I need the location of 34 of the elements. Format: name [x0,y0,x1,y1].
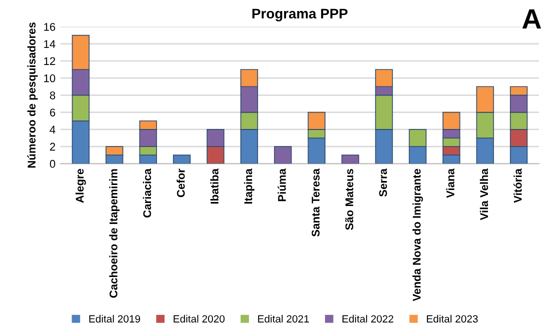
y-tick-label: 14 [44,40,56,48]
chart-title: Programa PPP [252,8,348,22]
legend-label: Edital 2020 [174,314,225,323]
x-tick-label: Vitória [514,168,522,203]
legend-label: Edital 2022 [342,314,394,323]
legend-label: Edital 2021 [258,314,309,323]
x-tick-label: Piúma [278,168,286,202]
x-tick-label: Cefor [176,168,185,198]
x-tick-label: Venda Nova do Imigrante [412,168,423,302]
x-tick-label: Viana [446,168,454,198]
bar [341,154,360,164]
legend-label: Edital 2023 [426,314,478,323]
bar [172,154,191,164]
x-tick-label: Cariacica [142,168,152,218]
x-tick-label: Itapina [244,168,254,204]
y-axis-title: Númeroo de pesquisadores [27,22,38,168]
legend-label: Edital 2019 [89,314,140,323]
x-tick-label: Alegre [76,168,86,203]
x-tick-label: Cachoeiro de Itapemirim [109,169,120,298]
y-tick-label: 6 [50,108,56,116]
y-tick-label: 0 [50,160,56,168]
x-tick-label: Santa Teresa [312,168,320,237]
x-tick-label: Serra [379,168,387,197]
x-tick-label: São Mateus [345,168,354,230]
y-tick-label: 8 [50,91,56,100]
y-tick-label: 4 [50,126,56,134]
y-tick-label: 12 [44,57,56,65]
annotation: A [522,9,542,28]
y-tick-label: 2 [50,142,56,151]
x-tick-label: Ibatiba [210,168,218,204]
y-tick-label: 16 [44,22,56,31]
bar [274,146,292,164]
x-tick-label: Vila Velha [480,168,488,220]
y-tick-label: 10 [44,74,56,82]
